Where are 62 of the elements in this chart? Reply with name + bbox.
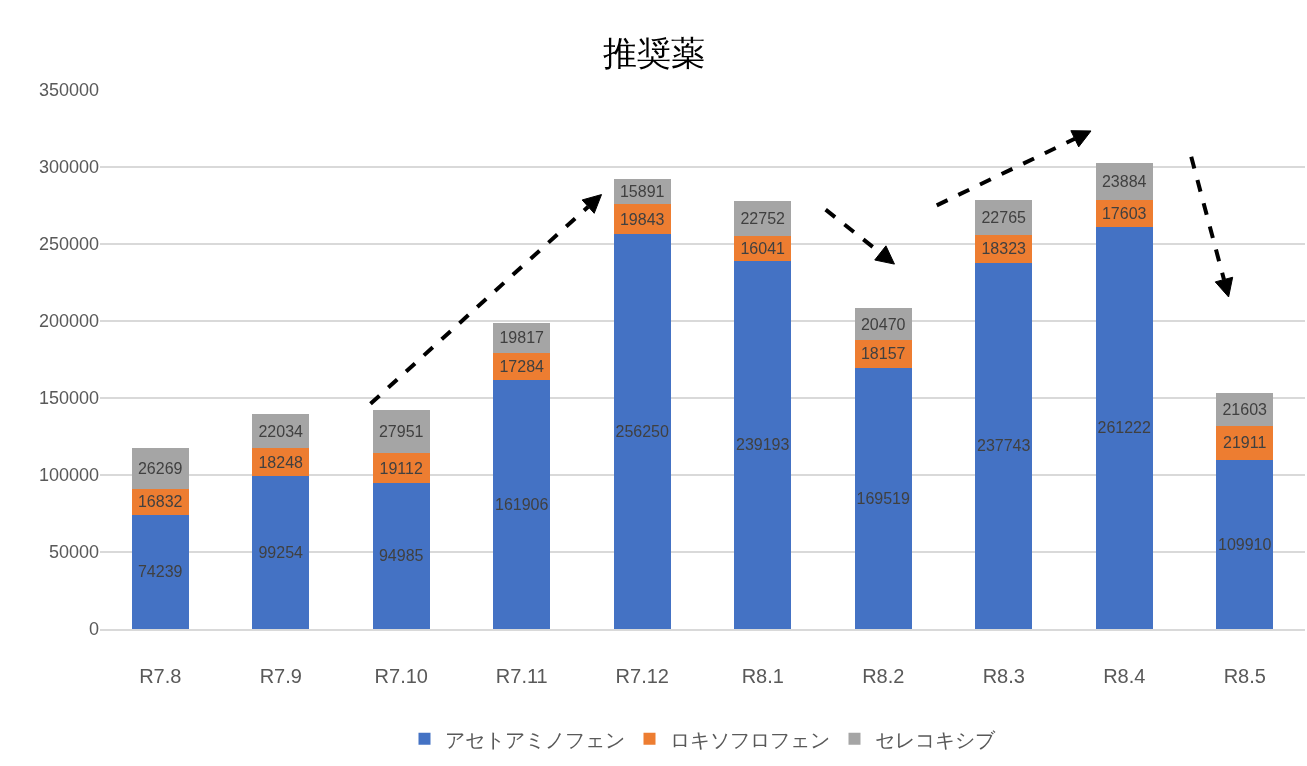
legend-label: セレコキシブ (874, 728, 996, 751)
x-tick-label: R7.10 (374, 664, 428, 687)
chart-title: 推奨薬 (602, 34, 705, 73)
data-label: 19843 (619, 210, 665, 228)
data-label: 99254 (258, 544, 304, 562)
data-label: 22034 (258, 422, 304, 440)
x-tick-label: R8.2 (862, 664, 905, 687)
data-label: 261222 (1097, 419, 1151, 437)
y-tick-label: 0 (88, 619, 99, 640)
bar (734, 260, 792, 629)
bar (131, 514, 189, 629)
bar (252, 476, 310, 629)
x-tick-label: R8.3 (982, 664, 1025, 687)
bar (1216, 459, 1274, 629)
data-label: 237743 (977, 437, 1031, 455)
bar (1095, 226, 1153, 629)
data-label: 23884 (1101, 172, 1147, 190)
data-label: 27951 (378, 423, 424, 441)
data-label: 109910 (1218, 535, 1272, 553)
y-tick-label: 200000 (38, 311, 99, 332)
data-label: 16041 (740, 239, 786, 257)
data-label: 18323 (981, 240, 1027, 258)
x-tick-label: R7.11 (495, 664, 548, 687)
data-label: 22765 (981, 208, 1027, 226)
x-tick-label: R7.12 (615, 664, 669, 687)
data-label: 22752 (740, 209, 786, 227)
data-label: 19817 (499, 329, 545, 347)
data-label: 20470 (860, 315, 906, 333)
data-label: 18248 (258, 453, 304, 471)
data-label: 19112 (379, 459, 423, 477)
legend-label: アセトアミノフェン (444, 728, 625, 751)
bar (372, 482, 430, 629)
bar (493, 379, 551, 629)
data-label: 17603 (1101, 204, 1147, 222)
data-label: 16832 (137, 493, 183, 511)
bar (854, 367, 912, 629)
y-tick-label: 150000 (38, 388, 99, 409)
x-tick-label: R7.8 (139, 664, 182, 687)
data-label: 94985 (378, 547, 424, 565)
data-label: 161906 (495, 495, 549, 513)
data-label: 18157 (860, 345, 906, 363)
legend-label: ロキソフロフェン (669, 728, 830, 751)
y-tick-label: 300000 (38, 157, 99, 178)
data-label: 169519 (856, 489, 910, 507)
x-tick-label: R8.4 (1103, 664, 1146, 687)
bar (613, 234, 671, 629)
y-tick-label: 250000 (38, 234, 99, 255)
x-tick-label: R8.1 (741, 664, 784, 687)
x-tick-label: R7.9 (259, 664, 302, 687)
x-tick-label: R8.5 (1223, 664, 1266, 687)
data-label: 17284 (499, 357, 545, 375)
data-label: 256250 (615, 423, 669, 441)
data-label: 15891 (619, 183, 665, 201)
y-tick-label: 350000 (38, 80, 99, 101)
data-label: 21911 (1223, 434, 1267, 452)
data-label: 74239 (137, 563, 183, 581)
data-label: 239193 (736, 436, 790, 454)
y-tick-label: 100000 (38, 465, 99, 486)
y-tick-label: 50000 (48, 542, 99, 563)
data-label: 21603 (1222, 400, 1268, 418)
data-label: 26269 (137, 460, 183, 478)
bar (975, 262, 1033, 629)
